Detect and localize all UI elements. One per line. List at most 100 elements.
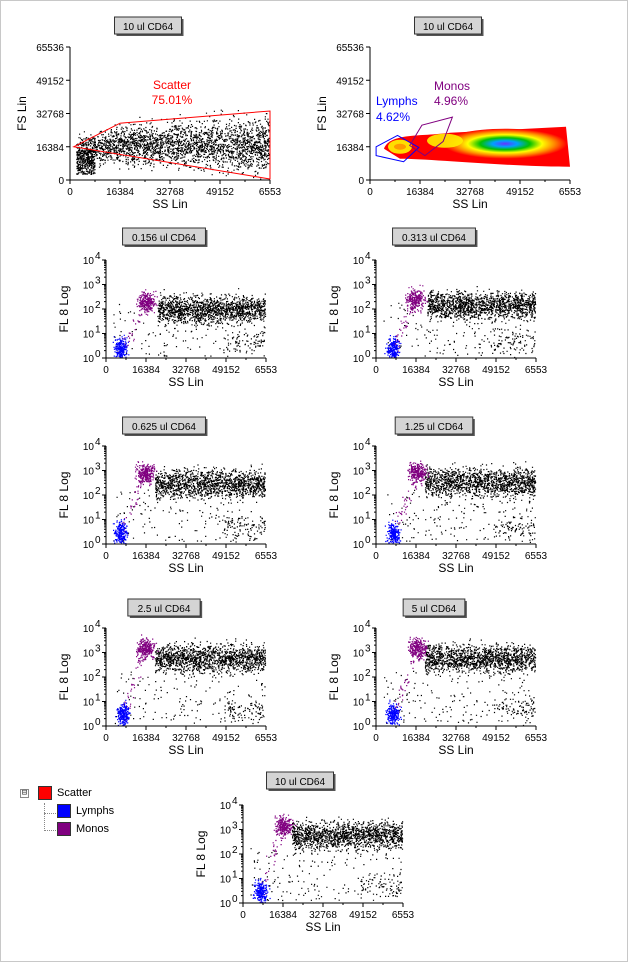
- y-axis-label: FL 8 Log: [327, 472, 341, 519]
- y-tick-exponent: 2: [365, 486, 371, 497]
- plot-title: 0.625 ul CD64: [122, 416, 208, 436]
- y-tick-label: 10: [220, 899, 232, 910]
- plot-title-text: 0.156 ul CD64: [132, 233, 196, 244]
- y-axis-label: FL 8 Log: [57, 286, 71, 333]
- y-tick-label: 0: [358, 176, 364, 187]
- x-tick-label: 32768: [442, 733, 470, 744]
- collapse-icon[interactable]: ⊟: [20, 788, 29, 798]
- y-tick-exponent: 0: [232, 894, 238, 905]
- lymphs-population: [384, 519, 402, 544]
- y-tick-exponent: 0: [365, 349, 371, 360]
- granulocyte-population: [250, 816, 404, 902]
- x-tick-label: 49152: [506, 187, 534, 198]
- x-axis-label: SS Lin: [438, 561, 473, 575]
- y-tick-exponent: 0: [95, 349, 101, 360]
- x-tick-label: 32768: [156, 187, 184, 198]
- data-layer: [76, 109, 271, 180]
- x-axis-label: SS Lin: [152, 197, 187, 211]
- x-tick-label: 32768: [309, 910, 337, 921]
- legend-item-scatter[interactable]: Scatter: [38, 786, 92, 800]
- monos-population: [393, 460, 430, 535]
- y-axis-label: FL 8 Log: [327, 654, 341, 701]
- lymphs-population: [112, 519, 129, 545]
- y-tick-label: 10: [220, 850, 232, 861]
- y-tick-label: 10: [220, 875, 232, 886]
- y-tick-exponent: 0: [95, 535, 101, 546]
- lymphs-population: [112, 334, 130, 359]
- y-axis-label: FL 8 Log: [194, 831, 208, 878]
- x-tick-label: 32768: [442, 551, 470, 562]
- y-tick-exponent: 1: [95, 693, 101, 704]
- plot-title-text: 10 ul CD64: [423, 22, 473, 33]
- y-tick-label: 10: [83, 491, 95, 502]
- x-tick-label: 32768: [456, 187, 484, 198]
- plot-title: 0.156 ul CD64: [122, 227, 208, 247]
- x-tick-label: 49152: [212, 365, 240, 376]
- y-tick-label: 10: [353, 722, 365, 733]
- x-tick-label: 0: [67, 187, 73, 198]
- monos-swatch: [57, 822, 71, 836]
- y-tick-label: 10: [83, 354, 95, 365]
- legend-label: Scatter: [57, 787, 92, 799]
- y-tick-label: 10: [353, 442, 365, 453]
- x-tick-label: 16384: [132, 551, 160, 562]
- y-tick-exponent: 0: [365, 535, 371, 546]
- y-tick-label: 10: [83, 467, 95, 478]
- legend-item-lymphs[interactable]: Lymphs: [57, 804, 114, 818]
- x-tick-label: 0: [373, 551, 379, 562]
- x-tick-label: 32768: [172, 365, 200, 376]
- y-tick-exponent: 1: [232, 870, 238, 881]
- x-tick-label: 6553: [392, 910, 415, 921]
- y-tick-label: 10: [353, 281, 365, 292]
- monos-gate[interactable]: [409, 116, 454, 157]
- y-tick-label: 65536: [336, 43, 364, 54]
- legend-item-monos[interactable]: Monos: [57, 822, 109, 836]
- title-box: [122, 416, 206, 435]
- y-tick-exponent: 4: [232, 796, 238, 807]
- density-lymph-peak-inner: [394, 143, 406, 150]
- monos-population: [259, 813, 297, 903]
- y-tick-exponent: 4: [95, 251, 101, 262]
- x-tick-label: 0: [373, 365, 379, 376]
- scatter-gate[interactable]: [72, 110, 271, 180]
- title-box: [394, 416, 474, 435]
- y-tick-label: 10: [83, 330, 95, 341]
- x-tick-label: 6553: [255, 551, 278, 562]
- y-tick-exponent: 0: [95, 717, 101, 728]
- title-box: [114, 16, 182, 35]
- y-tick-exponent: 1: [95, 511, 101, 522]
- data-layer: [112, 288, 267, 359]
- data-layer: [384, 460, 537, 544]
- y-tick-exponent: 2: [95, 668, 101, 679]
- x-tick-label: 16384: [132, 365, 160, 376]
- y-tick-label: 10: [83, 649, 95, 660]
- x-axis-label: SS Lin: [168, 375, 203, 389]
- x-tick-label: 0: [103, 733, 109, 744]
- x-tick-label: 0: [103, 551, 109, 562]
- plot-title-text: 10 ul CD64: [123, 22, 173, 33]
- y-axis-label: FL 8 Log: [57, 654, 71, 701]
- tree-connector: [44, 830, 56, 831]
- y-tick-label: 10: [353, 649, 365, 660]
- y-tick-exponent: 3: [95, 644, 101, 655]
- plot-title-text: 0.625 ul CD64: [132, 422, 196, 433]
- y-tick-label: 10: [220, 801, 232, 812]
- x-axis-label: SS Lin: [438, 375, 473, 389]
- lymphs-swatch: [57, 804, 71, 818]
- monos-population: [122, 634, 159, 721]
- lymphs-gate[interactable]: [375, 134, 420, 163]
- scatter-swatch: [38, 786, 52, 800]
- x-axis-label: SS Lin: [438, 743, 473, 757]
- data-layer: [383, 636, 537, 727]
- x-tick-label: 16384: [269, 910, 297, 921]
- x-tick-label: 32768: [442, 365, 470, 376]
- y-tick-exponent: 3: [365, 276, 371, 287]
- granulocyte-population: [383, 286, 537, 359]
- y-axis-label: FS Lin: [315, 96, 329, 131]
- x-axis-label: SS Lin: [452, 197, 487, 211]
